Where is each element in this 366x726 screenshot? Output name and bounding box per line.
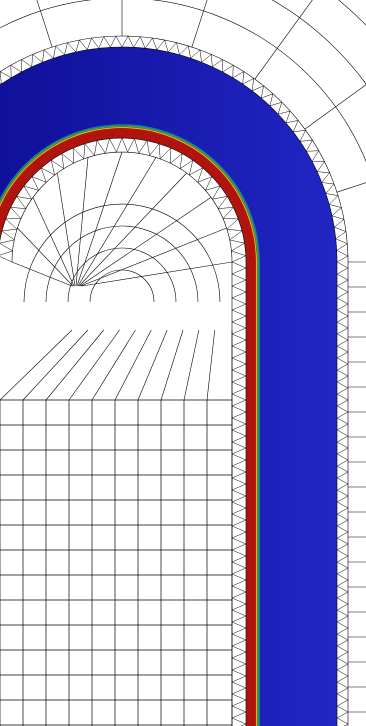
inner-transition-line: [45, 329, 104, 401]
inner-ring-line: [89, 269, 155, 303]
red-inner-layer-field: [0, 126, 258, 726]
inner-radial-line: [57, 172, 76, 287]
blue-annulus-field: [0, 47, 337, 726]
inner-ring-line: [23, 203, 221, 303]
inner-transition-line: [68, 329, 120, 401]
unstructured-triangle-band-outer-edge-inner: [0, 46, 338, 726]
inner-radial-line: [81, 261, 233, 287]
interface-green-line: [0, 125, 259, 726]
outer-radial-line: [254, 0, 313, 80]
inner-radial-line: [75, 157, 89, 287]
inner-radial-line: [76, 151, 123, 287]
interface-teal-line: [0, 124, 260, 726]
inner-transition-line: [114, 329, 152, 401]
unstructured-triangle-band-outer-edge-outer: [0, 35, 349, 726]
field-annulus: [0, 47, 337, 726]
outer-radial-line: [36, 0, 53, 48]
interface-yellow-line: [0, 127, 257, 726]
inner-transition-line: [22, 329, 89, 401]
inner-radial-line: [17, 227, 74, 287]
inner-ring-line: [45, 225, 199, 303]
outer-radial-line: [191, 0, 208, 48]
outer-radial-line: [304, 84, 366, 130]
inner-transition-line: [206, 329, 216, 401]
inner-transition-line: [0, 329, 73, 401]
outer-radial-line: [336, 182, 366, 193]
inner-radial-line: [77, 157, 157, 287]
inner-transition-line: [91, 329, 136, 401]
inner-transition-line: [160, 329, 184, 401]
inner-radial-line: [32, 197, 75, 287]
inner-radial-line: [11, 261, 73, 287]
inner-structured-mesh: [0, 151, 233, 726]
inner-radial-line: [79, 197, 212, 287]
triangle-bands: [0, 35, 349, 726]
unstructured-triangle-band-inner-edge-inner: [11, 151, 233, 726]
inner-radial-line: [80, 227, 227, 287]
inner-radial-line: [78, 172, 187, 287]
inner-ring-line: [67, 247, 177, 303]
inner-transition-line: [183, 329, 200, 401]
inner-transition-line: [137, 329, 168, 401]
unstructured-triangle-band-inner-edge-outer: [0, 137, 247, 726]
